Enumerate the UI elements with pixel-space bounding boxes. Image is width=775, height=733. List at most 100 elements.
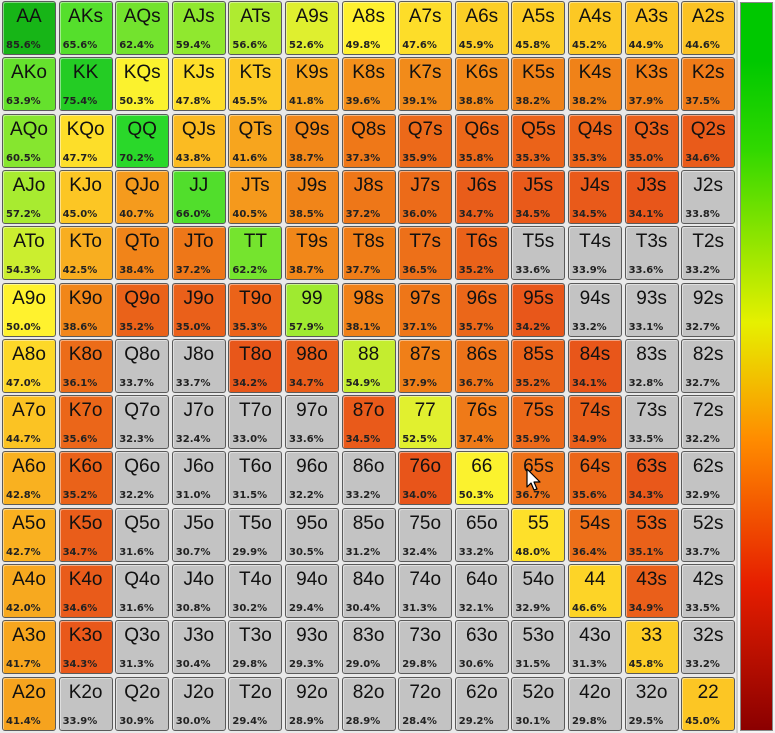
- hand-cell-98o[interactable]: 98o 34.7%: [285, 338, 339, 393]
- hand-cell-k6s[interactable]: K6s 38.8%: [454, 57, 509, 112]
- hand-cell-43o[interactable]: 43o 31.3%: [568, 620, 622, 675]
- hand-cell-74s[interactable]: 74s 34.9%: [568, 395, 622, 450]
- hand-cell-aa[interactable]: AA 85.6%: [2, 1, 56, 55]
- hand-cell-jj[interactable]: JJ 66.0%: [171, 169, 226, 224]
- hand-cell-aqs[interactable]: AQs 62.4%: [115, 1, 170, 55]
- hand-cell-k4s[interactable]: K4s 38.2%: [568, 57, 622, 112]
- hand-cell-t5s[interactable]: T5s 33.6%: [511, 226, 566, 281]
- hand-cell-73o[interactable]: 73o 29.8%: [398, 620, 453, 675]
- hand-cell-a6s[interactable]: A6s 45.9%: [454, 1, 509, 55]
- hand-cell-k8s[interactable]: K8s 39.6%: [341, 57, 396, 112]
- hand-cell-75o[interactable]: 75o 32.4%: [398, 507, 453, 562]
- hand-cell-32o[interactable]: 32o 29.5%: [624, 676, 679, 731]
- hand-cell-t9o[interactable]: T9o 35.3%: [228, 282, 283, 337]
- hand-cell-a7o[interactable]: A7o 44.7%: [2, 395, 56, 450]
- hand-cell-54s[interactable]: 54s 36.4%: [568, 507, 622, 562]
- hand-cell-72o[interactable]: 72o 28.4%: [398, 676, 453, 731]
- hand-cell-j6s[interactable]: J6s 34.7%: [454, 169, 509, 224]
- hand-cell-k6o[interactable]: K6o 35.2%: [58, 451, 113, 506]
- hand-cell-j5o[interactable]: J5o 30.7%: [171, 507, 226, 562]
- hand-cell-87o[interactable]: 87o 34.5%: [341, 395, 396, 450]
- hand-cell-88[interactable]: 88 54.9%: [341, 338, 396, 393]
- hand-cell-j4s[interactable]: J4s 34.5%: [568, 169, 622, 224]
- hand-cell-kqs[interactable]: KQs 50.3%: [115, 57, 170, 112]
- hand-cell-86o[interactable]: 86o 33.2%: [341, 451, 396, 506]
- hand-cell-95s[interactable]: 95s 34.2%: [511, 282, 566, 337]
- hand-cell-97o[interactable]: 97o 33.6%: [285, 395, 339, 450]
- hand-cell-j9s[interactable]: J9s 38.5%: [285, 169, 339, 224]
- hand-cell-ajs[interactable]: AJs 59.4%: [171, 1, 226, 55]
- hand-cell-k7o[interactable]: K7o 35.6%: [58, 395, 113, 450]
- hand-cell-a5s[interactable]: A5s 45.8%: [511, 1, 566, 55]
- hand-cell-aks[interactable]: AKs 65.6%: [58, 1, 113, 55]
- hand-cell-k5s[interactable]: K5s 38.2%: [511, 57, 566, 112]
- hand-cell-k8o[interactable]: K8o 36.1%: [58, 338, 113, 393]
- hand-cell-t2s[interactable]: T2s 33.2%: [681, 226, 736, 281]
- hand-cell-t7s[interactable]: T7s 36.5%: [398, 226, 453, 281]
- hand-cell-84o[interactable]: 84o 30.4%: [341, 564, 396, 618]
- hand-cell-j7o[interactable]: J7o 32.4%: [171, 395, 226, 450]
- hand-cell-63o[interactable]: 63o 30.6%: [454, 620, 509, 675]
- hand-cell-ajo[interactable]: AJo 57.2%: [2, 169, 56, 224]
- hand-cell-53s[interactable]: 53s 35.1%: [624, 507, 679, 562]
- hand-cell-95o[interactable]: 95o 30.5%: [285, 507, 339, 562]
- hand-cell-q6o[interactable]: Q6o 32.2%: [115, 451, 170, 506]
- hand-cell-93o[interactable]: 93o 29.3%: [285, 620, 339, 675]
- hand-cell-a3s[interactable]: A3s 44.9%: [624, 1, 679, 55]
- hand-cell-63s[interactable]: 63s 34.3%: [624, 451, 679, 506]
- hand-cell-85o[interactable]: 85o 31.2%: [341, 507, 396, 562]
- hand-cell-64o[interactable]: 64o 32.1%: [454, 564, 509, 618]
- hand-cell-j7s[interactable]: J7s 36.0%: [398, 169, 453, 224]
- hand-cell-84s[interactable]: 84s 34.1%: [568, 338, 622, 393]
- hand-cell-j3s[interactable]: J3s 34.1%: [624, 169, 679, 224]
- hand-cell-73s[interactable]: 73s 33.5%: [624, 395, 679, 450]
- hand-cell-t5o[interactable]: T5o 29.9%: [228, 507, 283, 562]
- hand-cell-k2s[interactable]: K2s 37.5%: [681, 57, 736, 112]
- hand-cell-kto[interactable]: KTo 42.5%: [58, 226, 113, 281]
- hand-cell-j4o[interactable]: J4o 30.8%: [171, 564, 226, 618]
- hand-cell-tt[interactable]: TT 62.2%: [228, 226, 283, 281]
- hand-cell-a4s[interactable]: A4s 45.2%: [568, 1, 622, 55]
- hand-cell-q2s[interactable]: Q2s 34.6%: [681, 113, 736, 168]
- hand-cell-a2o[interactable]: A2o 41.4%: [2, 676, 56, 731]
- hand-cell-54o[interactable]: 54o 32.9%: [511, 564, 566, 618]
- hand-cell-jto[interactable]: JTo 37.2%: [171, 226, 226, 281]
- hand-cell-a3o[interactable]: A3o 41.7%: [2, 620, 56, 675]
- hand-cell-t7o[interactable]: T7o 33.0%: [228, 395, 283, 450]
- hand-cell-qq[interactable]: QQ 70.2%: [115, 113, 170, 168]
- hand-cell-j9o[interactable]: J9o 35.0%: [171, 282, 226, 337]
- hand-cell-k7s[interactable]: K7s 39.1%: [398, 57, 453, 112]
- hand-cell-q4s[interactable]: Q4s 35.3%: [568, 113, 622, 168]
- hand-cell-94o[interactable]: 94o 29.4%: [285, 564, 339, 618]
- hand-cell-a4o[interactable]: A4o 42.0%: [2, 564, 56, 618]
- hand-cell-t9s[interactable]: T9s 38.7%: [285, 226, 339, 281]
- hand-cell-t4o[interactable]: T4o 30.2%: [228, 564, 283, 618]
- hand-cell-93s[interactable]: 93s 33.1%: [624, 282, 679, 337]
- hand-cell-kjs[interactable]: KJs 47.8%: [171, 57, 226, 112]
- hand-cell-j6o[interactable]: J6o 31.0%: [171, 451, 226, 506]
- hand-cell-ato[interactable]: ATo 54.3%: [2, 226, 56, 281]
- hand-cell-96o[interactable]: 96o 32.2%: [285, 451, 339, 506]
- hand-cell-64s[interactable]: 64s 35.6%: [568, 451, 622, 506]
- hand-cell-83o[interactable]: 83o 29.0%: [341, 620, 396, 675]
- hand-cell-q9s[interactable]: Q9s 38.7%: [285, 113, 339, 168]
- hand-cell-a6o[interactable]: A6o 42.8%: [2, 451, 56, 506]
- hand-cell-q3o[interactable]: Q3o 31.3%: [115, 620, 170, 675]
- hand-cell-kqo[interactable]: KQo 47.7%: [58, 113, 113, 168]
- hand-cell-87s[interactable]: 87s 37.9%: [398, 338, 453, 393]
- hand-cell-j8o[interactable]: J8o 33.7%: [171, 338, 226, 393]
- hand-cell-q8o[interactable]: Q8o 33.7%: [115, 338, 170, 393]
- hand-cell-ats[interactable]: ATs 56.6%: [228, 1, 283, 55]
- hand-cell-96s[interactable]: 96s 35.7%: [454, 282, 509, 337]
- hand-cell-42o[interactable]: 42o 29.8%: [568, 676, 622, 731]
- hand-cell-j2s[interactable]: J2s 33.8%: [681, 169, 736, 224]
- hand-cell-43s[interactable]: 43s 34.9%: [624, 564, 679, 618]
- hand-cell-q9o[interactable]: Q9o 35.2%: [115, 282, 170, 337]
- hand-cell-92o[interactable]: 92o 28.9%: [285, 676, 339, 731]
- hand-cell-97s[interactable]: 97s 37.1%: [398, 282, 453, 337]
- hand-cell-j5s[interactable]: J5s 34.5%: [511, 169, 566, 224]
- hand-cell-kjo[interactable]: KJo 45.0%: [58, 169, 113, 224]
- hand-cell-t8o[interactable]: T8o 34.2%: [228, 338, 283, 393]
- hand-cell-qto[interactable]: QTo 38.4%: [115, 226, 170, 281]
- hand-cell-q3s[interactable]: Q3s 35.0%: [624, 113, 679, 168]
